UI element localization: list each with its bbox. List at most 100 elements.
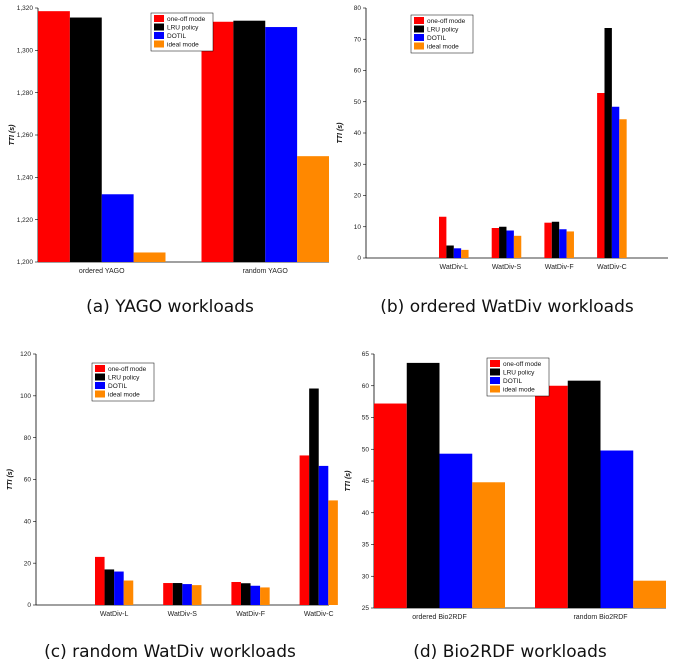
y-tick-label: 20	[354, 193, 362, 200]
chart-panel-d: 25 30 35 40 45 50 55 60 65 TTI (s) ordered Bio2RDF…	[337, 340, 675, 630]
y-tick-label: 1,220	[17, 217, 34, 224]
y-tick-label: 120	[20, 351, 31, 358]
legend-label: ideal mode	[167, 42, 199, 49]
legend-label: LRU policy	[167, 25, 199, 32]
bar-lru	[567, 380, 601, 608]
legend-swatch	[95, 373, 105, 381]
y-tick-label: 70	[354, 36, 362, 43]
legend-label: one-off mode	[167, 16, 206, 23]
y-tick-label: 50	[362, 446, 370, 453]
bar-ideal	[260, 587, 270, 605]
bar-one_off	[439, 216, 447, 258]
y-tick-label: 1,260	[17, 132, 34, 139]
legend-swatch	[95, 382, 105, 389]
chart-panel-b: 0 10 20 30 40 50 60 70 80 TTI (s) WatDiv-L WatDiv-S…	[337, 0, 675, 290]
bar-ideal	[191, 585, 202, 605]
chart-svg-a: 1,200 1,220 1,240 1,260 1,280 1,300 1,320 TTI (…	[9, 5, 329, 275]
bar-lru	[240, 583, 251, 605]
bar-lru	[104, 569, 115, 605]
bar-one_off	[597, 93, 605, 258]
legend-label: one-off mode	[503, 361, 542, 368]
category-label: WatDiv-L	[100, 611, 129, 618]
category-label: random YAGO	[243, 268, 289, 275]
y-axis-label: TTI (s)	[9, 124, 16, 146]
legend-swatch	[490, 377, 500, 384]
legend-label: DOTIL	[503, 378, 523, 385]
y-tick-label: 45	[362, 478, 370, 485]
chart-panel-a: 1,200 1,220 1,240 1,260 1,280 1,300 1,320 TTI (…	[0, 0, 337, 290]
bar-ideal	[328, 500, 338, 605]
y-tick-label: 50	[354, 99, 362, 106]
category-label: WatDiv-F	[545, 264, 574, 271]
bar-dotil	[600, 450, 634, 608]
legend-label: DOTIL	[427, 35, 447, 42]
category-label: WatDiv-S	[168, 611, 198, 618]
chart-svg-b: 0 10 20 30 40 50 60 70 80 TTI (s) WatDiv-L WatDiv-S…	[337, 5, 668, 271]
y-tick-label: 35	[362, 542, 370, 549]
y-tick-label: 30	[362, 573, 370, 580]
legend-label: ideal mode	[503, 387, 535, 394]
bar-ideal	[566, 231, 574, 258]
legend-swatch	[490, 368, 500, 376]
bar-dotil	[250, 585, 261, 605]
bar-one_off	[374, 403, 407, 608]
legend-swatch	[95, 390, 105, 398]
bar-dotil	[506, 230, 514, 258]
category-label: ordered Bio2RDF	[412, 614, 466, 621]
bar-lru	[406, 362, 440, 608]
bar-dotil	[439, 453, 473, 608]
category-label: WatDiv-C	[597, 264, 627, 271]
y-tick-label: 1,200	[17, 259, 34, 266]
caption-b: (b) ordered WatDiv workloads	[380, 297, 634, 317]
category-label: random Bio2RDF	[573, 614, 627, 621]
legend-label: LRU policy	[108, 375, 140, 382]
legend-swatch	[414, 34, 424, 41]
y-tick-label: 1,280	[17, 90, 34, 97]
legend-swatch	[154, 23, 164, 31]
y-tick-label: 60	[354, 68, 362, 75]
y-tick-label: 40	[354, 130, 362, 137]
bar-dotil	[611, 106, 620, 258]
bar-dotil	[114, 571, 124, 605]
legend-swatch	[154, 15, 164, 22]
bar-one_off	[231, 581, 241, 605]
bar-ideal	[633, 580, 666, 608]
bar-ideal	[133, 252, 166, 262]
category-label: WatDiv-F	[236, 611, 265, 618]
y-tick-label: 10	[354, 224, 362, 231]
bar-one_off	[38, 11, 70, 262]
bar-ideal	[123, 580, 134, 605]
bar-lru	[309, 388, 319, 605]
bar-lru	[604, 28, 612, 258]
y-tick-label: 1,300	[17, 48, 34, 55]
y-tick-label: 30	[354, 161, 362, 168]
bar-ideal	[513, 235, 522, 258]
bar-ideal	[297, 156, 329, 262]
legend-label: one-off mode	[427, 18, 466, 25]
bar-lru	[446, 245, 454, 258]
bar-dotil	[182, 584, 192, 605]
legend-swatch	[490, 385, 500, 393]
legend-swatch	[414, 42, 424, 50]
caption-d: (d) Bio2RDF workloads	[413, 642, 607, 662]
legend-swatch	[95, 365, 105, 372]
bar-dotil	[101, 194, 134, 262]
bar-ideal	[472, 482, 505, 608]
legend-swatch	[154, 32, 164, 39]
category-label: WatDiv-L	[440, 264, 469, 271]
chart-svg-d: 25 30 35 40 45 50 55 60 65 TTI (s) ordered Bio2RDF…	[345, 351, 666, 621]
bar-dotil	[559, 229, 567, 258]
caption-a: (a) YAGO workloads	[86, 297, 254, 317]
legend-label: ideal mode	[108, 392, 140, 399]
y-tick-label: 60	[24, 477, 32, 484]
caption-c: (c) random WatDiv workloads	[44, 642, 296, 662]
category-label: WatDiv-S	[492, 264, 522, 271]
legend-label: DOTIL	[108, 383, 128, 390]
bar-one_off	[544, 222, 552, 258]
bar-one_off	[491, 228, 500, 258]
legend-label: one-off mode	[108, 366, 147, 373]
bar-dotil	[318, 465, 329, 605]
y-tick-label: 20	[24, 560, 32, 567]
legend-swatch	[490, 360, 500, 367]
y-tick-label: 0	[27, 602, 31, 609]
